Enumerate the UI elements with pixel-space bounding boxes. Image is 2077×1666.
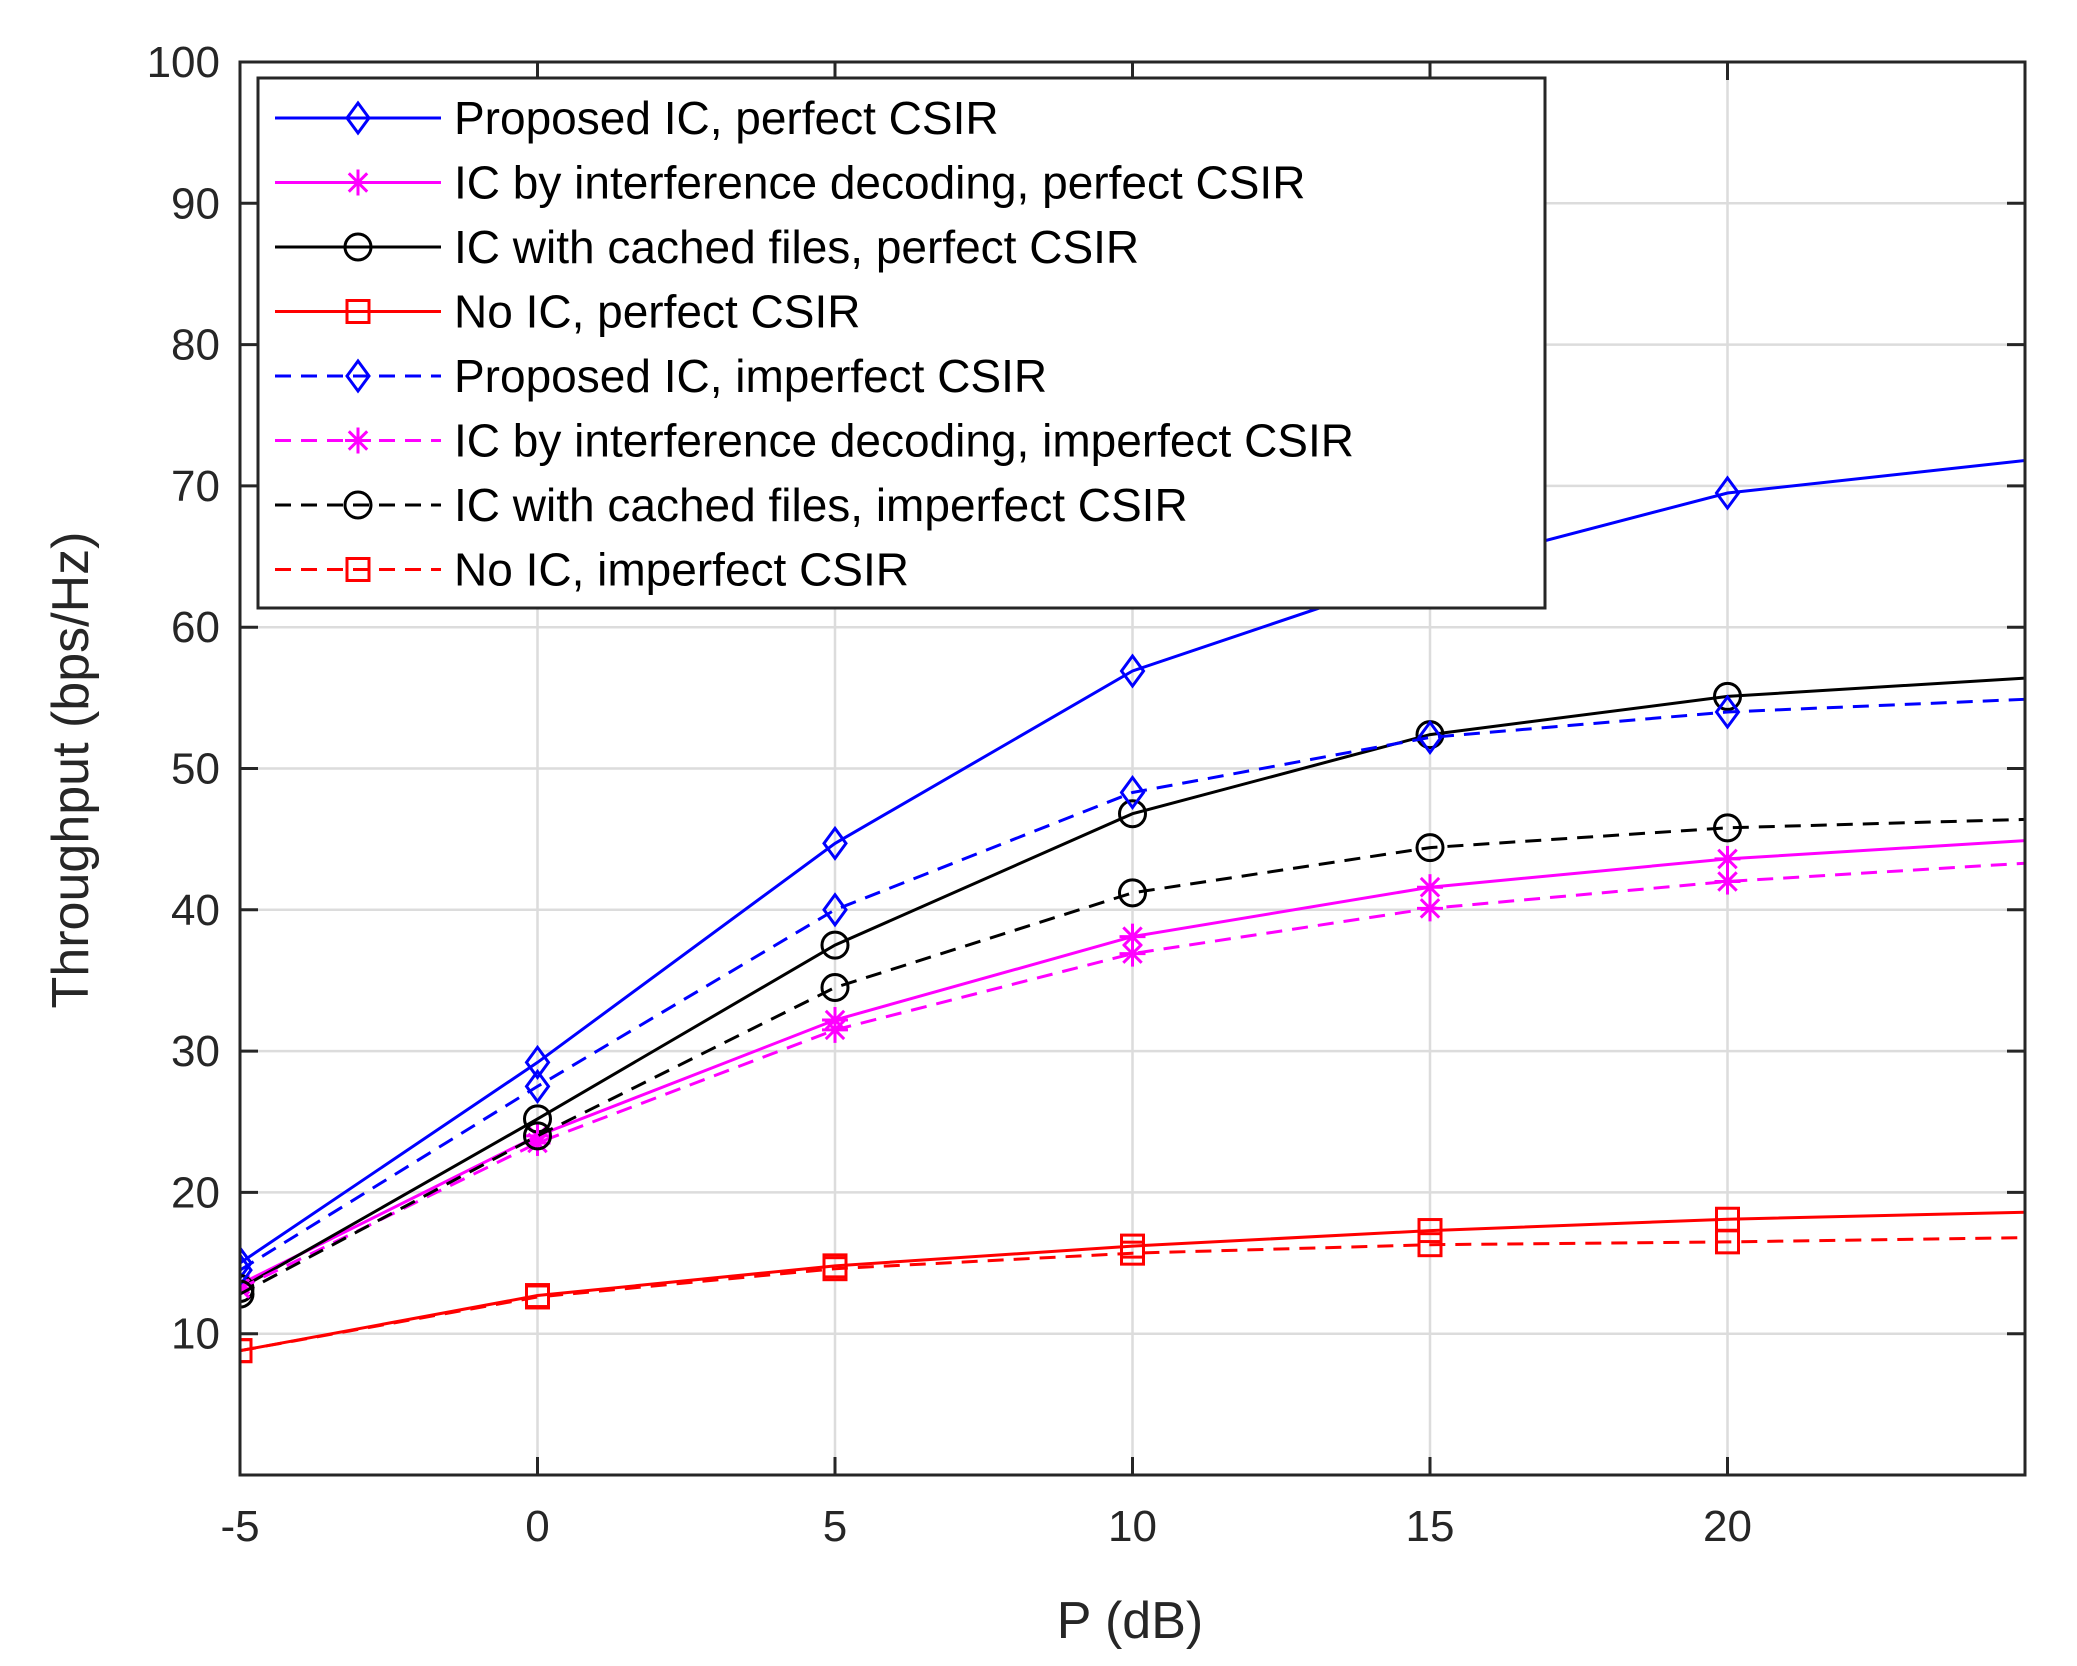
series-6 — [240, 861, 2025, 1302]
legend: Proposed IC, perfect CSIR IC by interfere… — [256, 76, 1547, 610]
x-tick-label: 15 — [1406, 1502, 1455, 1551]
asterisk-marker — [1714, 845, 1741, 872]
legend-label: Proposed IC, imperfect CSIR — [454, 350, 1047, 402]
circle-marker — [1118, 799, 1147, 829]
asterisk-stroke — [347, 172, 369, 193]
circle-marker — [523, 1121, 552, 1151]
legend-entry-4: No IC, perfect CSIR — [275, 286, 860, 338]
legend-label: IC by interference decoding, perfect CSI… — [454, 157, 1305, 209]
series-line — [240, 1236, 2025, 1353]
legend-label: IC with cached files, imperfect CSIR — [454, 479, 1188, 531]
y-tick-label: 20 — [171, 1168, 220, 1217]
diamond-marker — [345, 358, 371, 394]
x-tick-label: -5 — [220, 1502, 259, 1551]
square-marker — [525, 1284, 550, 1310]
square-marker — [822, 1256, 848, 1282]
asterisk-stroke — [1122, 926, 1143, 947]
legend-entry-7: IC with cached files, imperfect CSIR — [275, 479, 1188, 531]
circle-marker — [240, 1279, 255, 1309]
diamond-marker — [822, 825, 848, 861]
y-tick-label: 70 — [171, 462, 220, 511]
asterisk-marker — [524, 1129, 551, 1156]
diamond-marker — [240, 1252, 253, 1288]
x-tick-label: 10 — [1108, 1502, 1157, 1551]
square-marker — [1715, 1229, 1740, 1255]
y-tick-label: 40 — [171, 886, 220, 935]
x-axis-label: P (dB) — [1057, 1592, 1203, 1650]
data-series — [240, 459, 2025, 1364]
square-marker — [1417, 1232, 1443, 1258]
legend-label: Proposed IC, perfect CSIR — [454, 92, 999, 144]
series-line — [240, 459, 2025, 1265]
y-tick-label: 100 — [147, 38, 220, 87]
x-tick-label: 20 — [1703, 1502, 1752, 1551]
legend-entry-5: Proposed IC, imperfect CSIR — [275, 350, 1047, 402]
legend-label: IC by interference decoding, imperfect C… — [454, 415, 1354, 467]
legend-entry-6: IC by interference decoding, imperfect C… — [275, 415, 1354, 467]
circle-marker — [343, 490, 373, 520]
y-tick-label: 30 — [171, 1027, 220, 1076]
legend-box — [256, 76, 1547, 610]
circle-marker — [820, 930, 850, 960]
series-line — [240, 697, 2025, 1272]
legend-entry-2: IC by interference decoding, perfect CSI… — [275, 157, 1305, 209]
square-marker — [1120, 1240, 1145, 1266]
diamond-marker — [1714, 694, 1741, 730]
series-5 — [240, 694, 2025, 1288]
y-tick-label: 80 — [171, 321, 220, 370]
series-7 — [240, 813, 2025, 1309]
asterisk-marker — [1119, 940, 1146, 967]
asterisk-stroke — [1419, 876, 1441, 898]
y-tick-label: 10 — [171, 1310, 220, 1359]
asterisk-marker — [345, 169, 371, 196]
diamond-marker — [524, 1068, 551, 1104]
axes: -5 0 5 10 15 20 10 20 30 40 50 60 70 80 90 100 — [147, 38, 2027, 1551]
diamond-marker — [1119, 653, 1146, 689]
asterisk-stroke — [527, 1132, 548, 1154]
legend-label: No IC, imperfect CSIR — [454, 544, 909, 596]
y-tick-label: 90 — [171, 179, 220, 228]
asterisk-stroke — [1419, 898, 1441, 919]
y-axis-label: Throughput (bps/Hz) — [42, 532, 100, 1009]
asterisk-marker — [1417, 895, 1443, 922]
diamond-marker — [822, 892, 848, 928]
circle-marker — [1118, 878, 1147, 908]
legend-entry-8: No IC, imperfect CSIR — [275, 544, 909, 596]
asterisk-marker — [345, 427, 371, 454]
asterisk-stroke — [1122, 943, 1143, 964]
diamond-marker — [524, 1044, 551, 1080]
x-tick-label: 0 — [525, 1502, 549, 1551]
y-tick-label: 50 — [171, 745, 220, 794]
square-marker — [1417, 1218, 1443, 1244]
legend-label: No IC, perfect CSIR — [454, 286, 860, 338]
circle-marker — [1713, 681, 1742, 711]
legend-label: IC with cached files, perfect CSIR — [454, 221, 1139, 273]
x-tick-label: 5 — [823, 1502, 847, 1551]
square-marker — [345, 557, 371, 582]
asterisk-stroke — [824, 1019, 846, 1041]
diamond-marker — [240, 1245, 253, 1281]
circle-marker — [1415, 833, 1445, 863]
asterisk-stroke — [240, 1286, 251, 1299]
asterisk-marker — [822, 1016, 848, 1043]
diamond-marker — [345, 100, 371, 136]
square-marker — [240, 1338, 253, 1364]
circle-marker — [343, 232, 373, 262]
asterisk-marker — [1714, 868, 1741, 895]
square-marker — [345, 299, 371, 324]
series-line — [240, 1210, 2025, 1353]
asterisk-stroke — [347, 430, 369, 451]
circle-marker — [820, 973, 850, 1003]
legend-entry-1: Proposed IC, perfect CSIR — [275, 92, 999, 144]
circle-marker — [1713, 813, 1742, 843]
y-tick-label: 60 — [171, 603, 220, 652]
asterisk-stroke — [1717, 871, 1738, 892]
asterisk-stroke — [1717, 848, 1738, 870]
legend-entry-3: IC with cached files, perfect CSIR — [275, 221, 1139, 273]
diamond-marker — [1417, 719, 1443, 755]
diamond-marker — [1119, 774, 1146, 811]
diamond-marker — [1714, 475, 1741, 511]
series-8 — [240, 1229, 2025, 1364]
